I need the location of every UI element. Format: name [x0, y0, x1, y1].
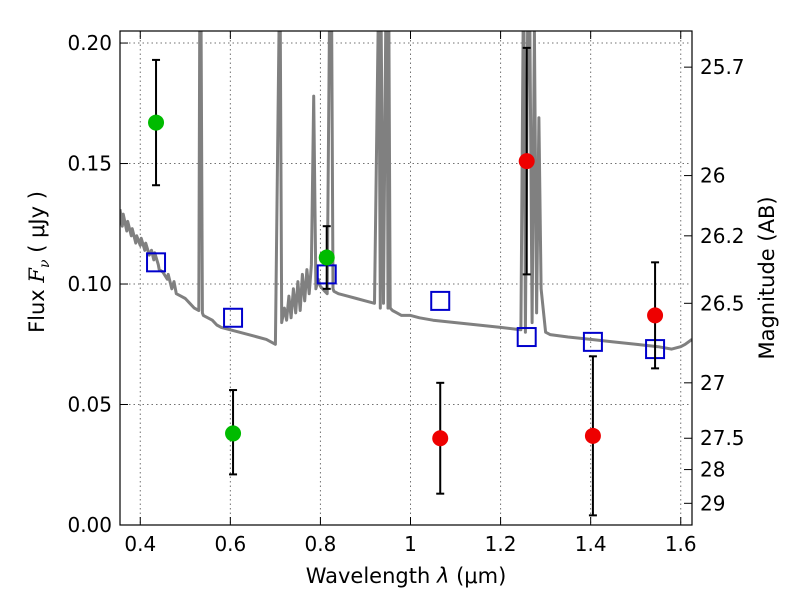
model-band-box	[223, 307, 244, 328]
y-tick-label: 0.15	[67, 152, 112, 176]
plot-frame	[119, 30, 693, 526]
y-axis-label-var: F	[25, 267, 49, 284]
y-tick-label: 0.10	[67, 272, 112, 296]
y-tick-label: 0.05	[67, 393, 112, 417]
y-axis-label-unit: ( μJy )	[25, 191, 49, 253]
axis-ticks: 0.4 0.6 0.8 1 1.2 1.4 1.6 0.00 0.05 0.10 0.15 0.20 2…	[67, 31, 745, 556]
y-tick-label: 0.00	[67, 513, 112, 537]
y2-tick-label: 27.5	[700, 426, 745, 450]
x-axis-label-text: Wavelength	[306, 564, 431, 588]
x-axis-label: Wavelength λ (μm)	[306, 564, 507, 588]
x-tick-label: 0.8	[305, 532, 337, 556]
y2-tick-label: 29	[700, 491, 725, 515]
model-sed-line	[120, 31, 692, 351]
x-axis-label-unit: (μm)	[456, 564, 506, 588]
model-band-box	[582, 331, 603, 352]
model-band-box	[516, 327, 537, 348]
y2-tick-label: 26.5	[700, 291, 745, 315]
y-axis-label-sub: ν	[37, 259, 53, 268]
photometry-point	[584, 427, 601, 444]
x-tick-label: 1.6	[665, 532, 697, 556]
y2-tick-label: 26.2	[700, 224, 745, 248]
y-axis-label-text: Flux	[25, 289, 49, 333]
x-tick-label: 1	[404, 532, 417, 556]
x-axis-label-var: λ	[436, 564, 449, 588]
y2-tick-label: 28	[700, 458, 725, 482]
photometry-point	[647, 307, 664, 324]
model-band-box	[146, 252, 167, 273]
model-band-box	[430, 290, 451, 311]
x-tick-label: 0.6	[214, 532, 246, 556]
y-axis-label: Flux Fν ( μJy )	[25, 191, 53, 333]
y2-tick-label: 26	[700, 164, 725, 188]
y2-tick-label: 27	[700, 371, 725, 395]
y2-tick-label: 25.7	[700, 55, 745, 79]
data-markers	[146, 46, 666, 517]
y2-axis-label: Magnitude (AB)	[755, 196, 779, 359]
x-tick-label: 1.4	[575, 532, 607, 556]
grid-lines	[120, 31, 692, 526]
photometry-point	[432, 430, 449, 447]
photometry-point	[148, 114, 165, 131]
x-tick-label: 1.2	[485, 532, 517, 556]
x-tick-label: 0.4	[124, 532, 156, 556]
photometry-point	[518, 153, 535, 170]
plot-area	[120, 31, 692, 351]
photometry-point	[225, 425, 242, 442]
photometry-point	[318, 249, 335, 266]
y-tick-label: 0.20	[67, 31, 112, 55]
